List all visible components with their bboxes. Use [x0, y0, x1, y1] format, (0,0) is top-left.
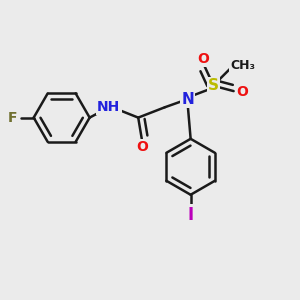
Text: N: N	[181, 92, 194, 106]
Text: CH₃: CH₃	[230, 59, 255, 72]
Text: O: O	[236, 85, 248, 99]
Text: I: I	[188, 206, 194, 224]
Text: O: O	[136, 140, 148, 154]
Text: NH: NH	[97, 100, 120, 114]
Text: F: F	[8, 111, 17, 124]
Text: O: O	[197, 52, 209, 66]
Text: S: S	[208, 78, 219, 93]
